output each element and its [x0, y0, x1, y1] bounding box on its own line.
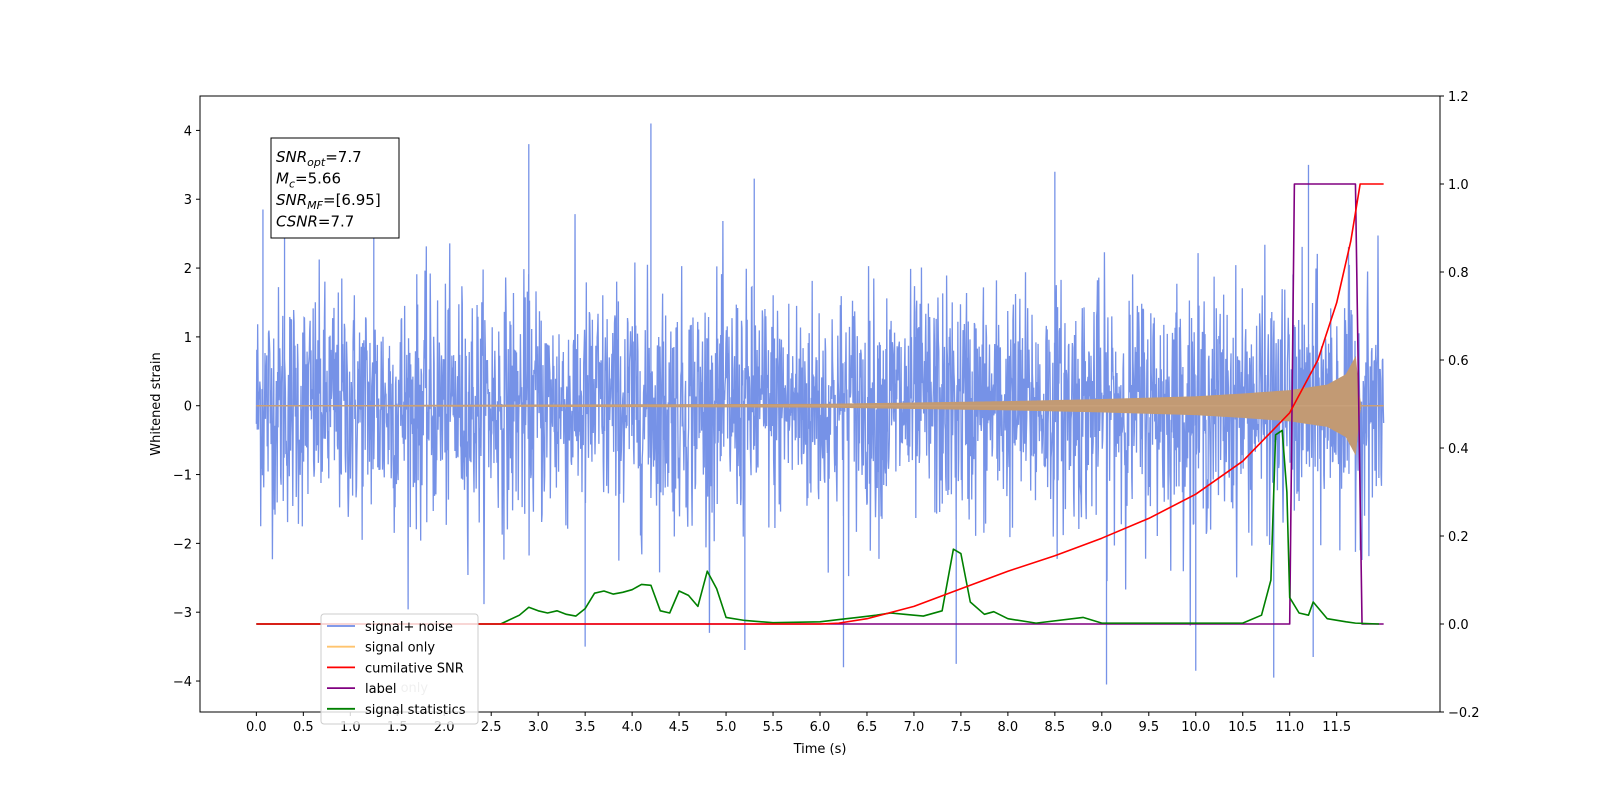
x-tick-label: 8.0	[998, 720, 1019, 735]
y-left-tick-label: 3	[184, 193, 192, 208]
annotation-line: SNRMF=[6.95]	[276, 191, 381, 212]
legend-label: label	[365, 682, 396, 697]
y-right-tick-label: 0.4	[1448, 442, 1469, 457]
annotation-line: SNRopt=7.7	[276, 148, 362, 169]
x-tick-label: 0.5	[293, 720, 314, 735]
y-left-tick-label: −2	[173, 537, 192, 552]
x-tick-label: 4.5	[669, 720, 690, 735]
legend-label: signal statistics	[365, 703, 466, 718]
x-tick-label: 2.5	[481, 720, 502, 735]
legend-label: signal only	[365, 641, 435, 656]
y-left-tick-label: −1	[173, 469, 192, 484]
x-tick-label: 9.5	[1138, 720, 1159, 735]
y-right-tick-label: 1.0	[1448, 178, 1469, 193]
x-tick-label: 0.0	[246, 720, 267, 735]
y-left-tick-label: −4	[173, 675, 192, 690]
y-axis-right: 1.2 1.0 0.8 0.6 0.4 0.2 0.0 −0.2	[1440, 90, 1480, 721]
legend-label: signal+ noise	[365, 620, 453, 635]
plot-area	[255, 123, 1385, 685]
y-left-tick-label: 1	[184, 331, 192, 346]
x-tick-label: 5.0	[716, 720, 737, 735]
x-axis-title: Time (s)	[793, 742, 847, 757]
y-right-tick-label: 1.2	[1448, 90, 1469, 105]
legend-frame	[320, 613, 479, 725]
x-tick-label: 9.0	[1091, 720, 1112, 735]
y-axis-left: 4 3 2 1 0 −1 −2 −3 −4	[173, 124, 200, 690]
annotation-frame	[270, 137, 400, 239]
x-axis: 0.0 0.5 1.0 1.5 2.0 2.5 3.0 3.5 4.0 4.5 5.0 5.5 6.0 6…	[246, 712, 1351, 735]
x-tick-label: 10.5	[1228, 720, 1257, 735]
y-right-tick-label: 0.8	[1448, 266, 1469, 281]
y-left-tick-label: 2	[184, 262, 192, 277]
annotation-line: CSNR=7.7	[276, 213, 354, 231]
y-right-tick-label: 0.2	[1448, 530, 1469, 545]
annotation-line: Mc=5.66	[276, 170, 341, 191]
series-signal-statistics	[256, 429, 1379, 625]
x-tick-label: 8.5	[1045, 720, 1066, 735]
x-tick-label: 5.5	[763, 720, 784, 735]
y-right-tick-label: −0.2	[1448, 706, 1480, 721]
y-right-tick-label: 0.0	[1448, 618, 1469, 633]
y-left-tick-label: 0	[184, 400, 192, 415]
y-right-tick-label: 0.6	[1448, 354, 1469, 369]
y-left-tick-label: 4	[184, 124, 192, 139]
x-tick-label: 6.0	[810, 720, 831, 735]
x-tick-label: 10.0	[1181, 720, 1210, 735]
x-tick-label: 11.0	[1275, 720, 1304, 735]
x-tick-label: 3.0	[528, 720, 549, 735]
y-left-tick-label: −3	[173, 606, 192, 621]
series-cumulative-snr	[256, 183, 1384, 625]
legend-label: cumilative SNR	[365, 661, 464, 676]
x-tick-label: 4.0	[622, 720, 643, 735]
x-tick-label: 7.0	[904, 720, 925, 735]
x-tick-label: 7.5	[951, 720, 972, 735]
x-tick-label: 6.5	[857, 720, 878, 735]
series-signal-noise	[255, 123, 1385, 685]
y-axis-left-title: Whitened strain	[149, 352, 164, 455]
x-tick-label: 11.5	[1322, 720, 1351, 735]
x-tick-label: 3.5	[575, 720, 596, 735]
